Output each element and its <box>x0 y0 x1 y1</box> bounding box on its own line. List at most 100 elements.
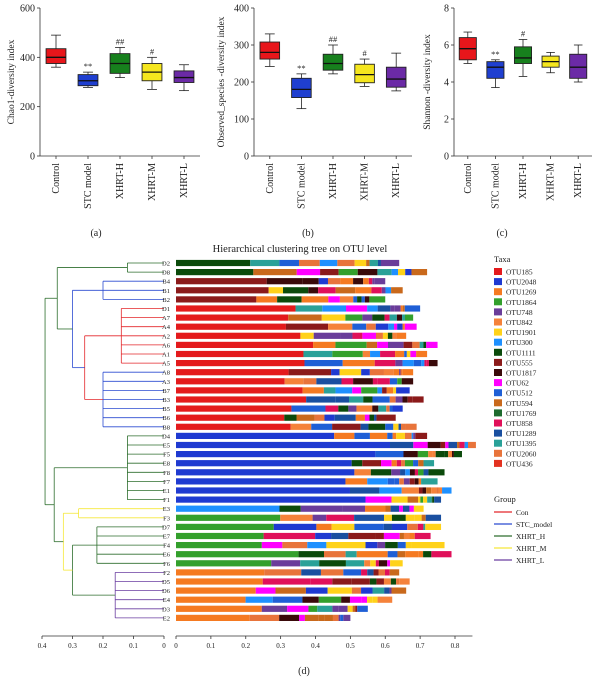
bar-segment-otu300 <box>464 441 468 449</box>
bar-axis-tick-label: 0.3 <box>276 642 285 650</box>
bar-segment-otu1111 <box>370 469 392 476</box>
bar-segment-otu62 <box>383 532 400 540</box>
bar-segment-otu2060 <box>405 423 417 430</box>
bar-segment-otu1269 <box>405 551 419 558</box>
bar-segment-otu1111 <box>176 269 254 276</box>
bar-segment-otu594 <box>402 305 405 312</box>
bar-segment-otu2048 <box>176 432 335 439</box>
y-axis-label: Chao1-diversity index <box>7 39 17 124</box>
bar-segment-otu1395 <box>372 587 385 594</box>
bar-segment-otu1111 <box>368 423 386 430</box>
box-xhrt-m: # <box>141 46 163 90</box>
dendrogram <box>44 262 164 619</box>
bar-segment-otu1901 <box>423 496 428 503</box>
bar-segment-otu1269 <box>340 278 354 285</box>
y-tick-label: 8 <box>444 4 449 15</box>
bar-segment-otu300 <box>411 432 414 439</box>
bar-segment-otu1901 <box>370 560 376 567</box>
bar-segment-otu594 <box>418 460 424 467</box>
bar-segment-otu512 <box>389 405 393 412</box>
bar-segment-otu1289 <box>334 414 356 421</box>
bar-segment-otu748 <box>300 505 343 512</box>
bar-segment-otu62 <box>377 341 389 348</box>
bar-segment-otu512 <box>352 323 367 330</box>
legend-taxa-label: OTU185 <box>506 268 533 277</box>
sample-bar-d1: D1 <box>162 305 421 313</box>
bar-segment-otu1269 <box>345 478 368 485</box>
bar-segment-otu1289 <box>374 414 377 421</box>
bar-segment-otu1817 <box>353 378 373 385</box>
bar-segment-otu594 <box>391 587 407 594</box>
y-tick-label: 2 <box>444 115 449 126</box>
bar-segment-otu2048 <box>392 405 403 412</box>
bar-segment-otu1395 <box>300 560 320 567</box>
bar-segment-otu1111 <box>283 287 309 294</box>
sample-label: A6 <box>162 342 171 349</box>
bar-segment-otu1817 <box>279 614 300 621</box>
bar-segment-otu555 <box>351 578 370 585</box>
y-tick-label: 0 <box>30 152 35 163</box>
sample-label: E4 <box>163 597 171 604</box>
bar-segment-otu185 <box>176 350 304 358</box>
bar-segment-otu1395 <box>295 305 323 312</box>
panel-label: (c) <box>496 228 507 239</box>
bar-segment-otu858 <box>459 441 465 449</box>
bar-segment-otu1269 <box>301 296 329 303</box>
legend-taxa-label: OTU1864 <box>506 298 537 307</box>
bar-segment-otu2060 <box>282 542 308 549</box>
bar-segment-otu62 <box>381 460 392 467</box>
tree-axis-tick-label: 0 <box>162 642 166 650</box>
bar-segment-otu858 <box>318 287 336 294</box>
bar-segment-otu300 <box>319 259 338 267</box>
sample-bar-d7: D7 <box>162 523 442 531</box>
bar-segment-otu62 <box>346 305 368 312</box>
tree-axis-tick-label: 0.1 <box>129 642 138 650</box>
bar-segment-otu2060 <box>320 569 344 576</box>
bar-segment-otu1111 <box>432 496 435 503</box>
legend-taxa-swatch <box>494 399 502 407</box>
bar-segment-otu2048 <box>305 587 328 594</box>
bar-segment-otu555 <box>285 323 329 330</box>
sample-bar-a6: A6 <box>162 341 438 349</box>
bar-segment-otu1901 <box>331 523 355 530</box>
tree-axis-tick-label: 0.3 <box>68 642 77 650</box>
bar-segment-otu555 <box>362 460 382 467</box>
bar-segment-otu1817 <box>364 296 370 303</box>
sample-bar-b1: B1 <box>162 287 403 295</box>
bar-segment-otu748 <box>372 278 375 285</box>
bar-segment-otu842 <box>448 451 453 458</box>
x-tick-label: XHRT-M <box>147 163 158 201</box>
bar-segment-otu842 <box>399 578 410 585</box>
x-tick-label: Control <box>463 163 474 194</box>
bar-segment-otu185 <box>176 396 307 403</box>
bar-segment-otu1817 <box>308 287 319 294</box>
bar-segment-otu512 <box>361 296 365 303</box>
legend-taxa-swatch <box>494 439 502 447</box>
sample-bar-f1: F1 <box>163 496 442 504</box>
sample-label: A1 <box>162 352 170 359</box>
y-tick-label: 600 <box>20 4 35 15</box>
bar-segment-otu1901 <box>406 350 411 358</box>
box-body <box>385 66 407 88</box>
bar-segment-otu842 <box>377 596 393 603</box>
sample-label: E6 <box>163 552 171 559</box>
bar-segment-otu1111 <box>453 451 462 458</box>
bar-segment-otu2048 <box>365 542 378 549</box>
y-tick-label: 4 <box>444 78 449 89</box>
sample-bar-b5: B5 <box>162 405 403 413</box>
bar-segment-otu2048 <box>405 269 412 276</box>
legend-taxa-label: OTU1395 <box>506 439 537 448</box>
box-xhrt-l <box>385 52 407 92</box>
bar-segment-otu858 <box>325 405 339 412</box>
bar-segment-otu1817 <box>409 469 415 476</box>
legend-group-label: XHRT_L <box>516 556 545 565</box>
legend-taxa-swatch <box>494 449 502 457</box>
bar-segment-otu512 <box>291 405 326 412</box>
bar-segment-otu858 <box>361 569 368 576</box>
bar-segment-otu1269 <box>342 360 375 367</box>
bar-segment-otu300 <box>245 596 273 603</box>
bar-segment-otu748 <box>381 287 386 294</box>
bar-segment-otu62 <box>349 596 362 603</box>
bar-segment-otu1864 <box>176 514 281 521</box>
